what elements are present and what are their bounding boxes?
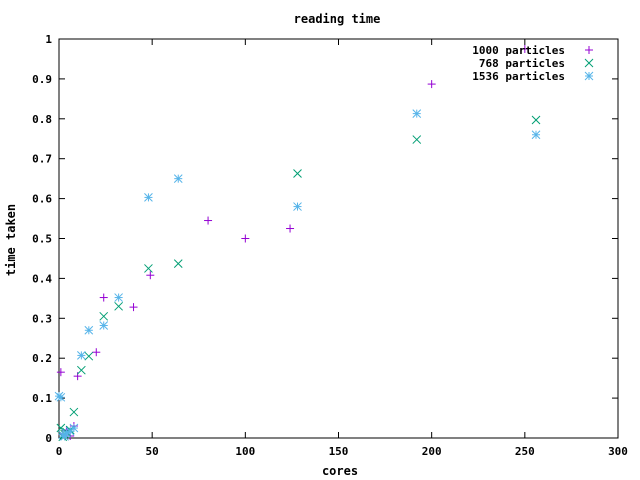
y-tick-label: 0.5 xyxy=(32,233,52,246)
y-tick-label: 0.7 xyxy=(32,153,52,166)
data-point xyxy=(56,392,66,402)
data-point xyxy=(241,234,250,243)
y-tick-label: 0.4 xyxy=(32,272,52,285)
data-point xyxy=(146,271,155,280)
data-point xyxy=(77,351,86,360)
data-point xyxy=(77,365,86,375)
x-tick-label: 50 xyxy=(146,445,159,458)
y-tick-label: 0.3 xyxy=(32,312,52,325)
y-axis-label: time taken xyxy=(4,204,18,276)
y-tick-label: 0.6 xyxy=(32,193,52,206)
data-point xyxy=(144,193,153,202)
data-point xyxy=(69,407,79,417)
data-point xyxy=(531,115,541,125)
x-axis-label: cores xyxy=(322,464,358,478)
x-tick-label: 200 xyxy=(422,445,442,458)
legend-marker xyxy=(584,71,594,81)
data-point xyxy=(204,216,213,225)
data-point xyxy=(99,293,108,302)
data-point xyxy=(427,80,436,89)
chart-title: reading time xyxy=(294,12,381,26)
y-tick-label: 1 xyxy=(45,33,52,46)
data-point xyxy=(69,423,79,433)
data-point xyxy=(412,135,422,144)
x-tick-label: 300 xyxy=(608,445,628,458)
data-point xyxy=(56,368,65,377)
x-tick-label: 250 xyxy=(515,445,535,458)
data-point xyxy=(84,351,94,361)
legend-marker xyxy=(584,58,594,68)
legend-label: 1536 particles xyxy=(472,70,565,83)
data-point xyxy=(520,44,529,53)
data-point xyxy=(129,303,138,312)
data-point xyxy=(293,202,302,211)
y-axis: 0 0.1 0.2 0.3 0.4 0.5 0.6 0.7 0.8 0.9 1 xyxy=(32,33,618,445)
y-tick-label: 0.2 xyxy=(32,352,52,365)
data-point xyxy=(99,311,109,321)
y-tick-label: 0.9 xyxy=(32,73,52,86)
data-point xyxy=(173,174,183,184)
series-3 xyxy=(54,109,541,441)
y-tick-label: 0.1 xyxy=(32,392,52,405)
data-point xyxy=(293,169,302,178)
legend-label: 1000 particles xyxy=(472,44,565,57)
data-point xyxy=(92,348,101,357)
data-point xyxy=(114,301,123,311)
x-tick-label: 150 xyxy=(329,445,349,458)
data-point xyxy=(114,293,123,302)
legend-label: 768 particles xyxy=(479,57,565,70)
data-point xyxy=(173,259,183,268)
data-point xyxy=(412,109,422,118)
data-point xyxy=(84,325,94,335)
data-point xyxy=(144,264,153,273)
x-tick-label: 0 xyxy=(56,445,63,458)
data-series xyxy=(54,44,541,442)
x-axis: 0 50 100 150 200 250 300 xyxy=(56,39,628,458)
y-tick-label: 0.8 xyxy=(32,113,52,126)
y-tick-label: 0 xyxy=(45,432,52,445)
x-tick-label: 100 xyxy=(235,445,255,458)
legend-marker xyxy=(585,46,593,54)
data-point xyxy=(531,130,541,140)
data-point xyxy=(99,321,109,330)
data-point xyxy=(286,224,295,233)
